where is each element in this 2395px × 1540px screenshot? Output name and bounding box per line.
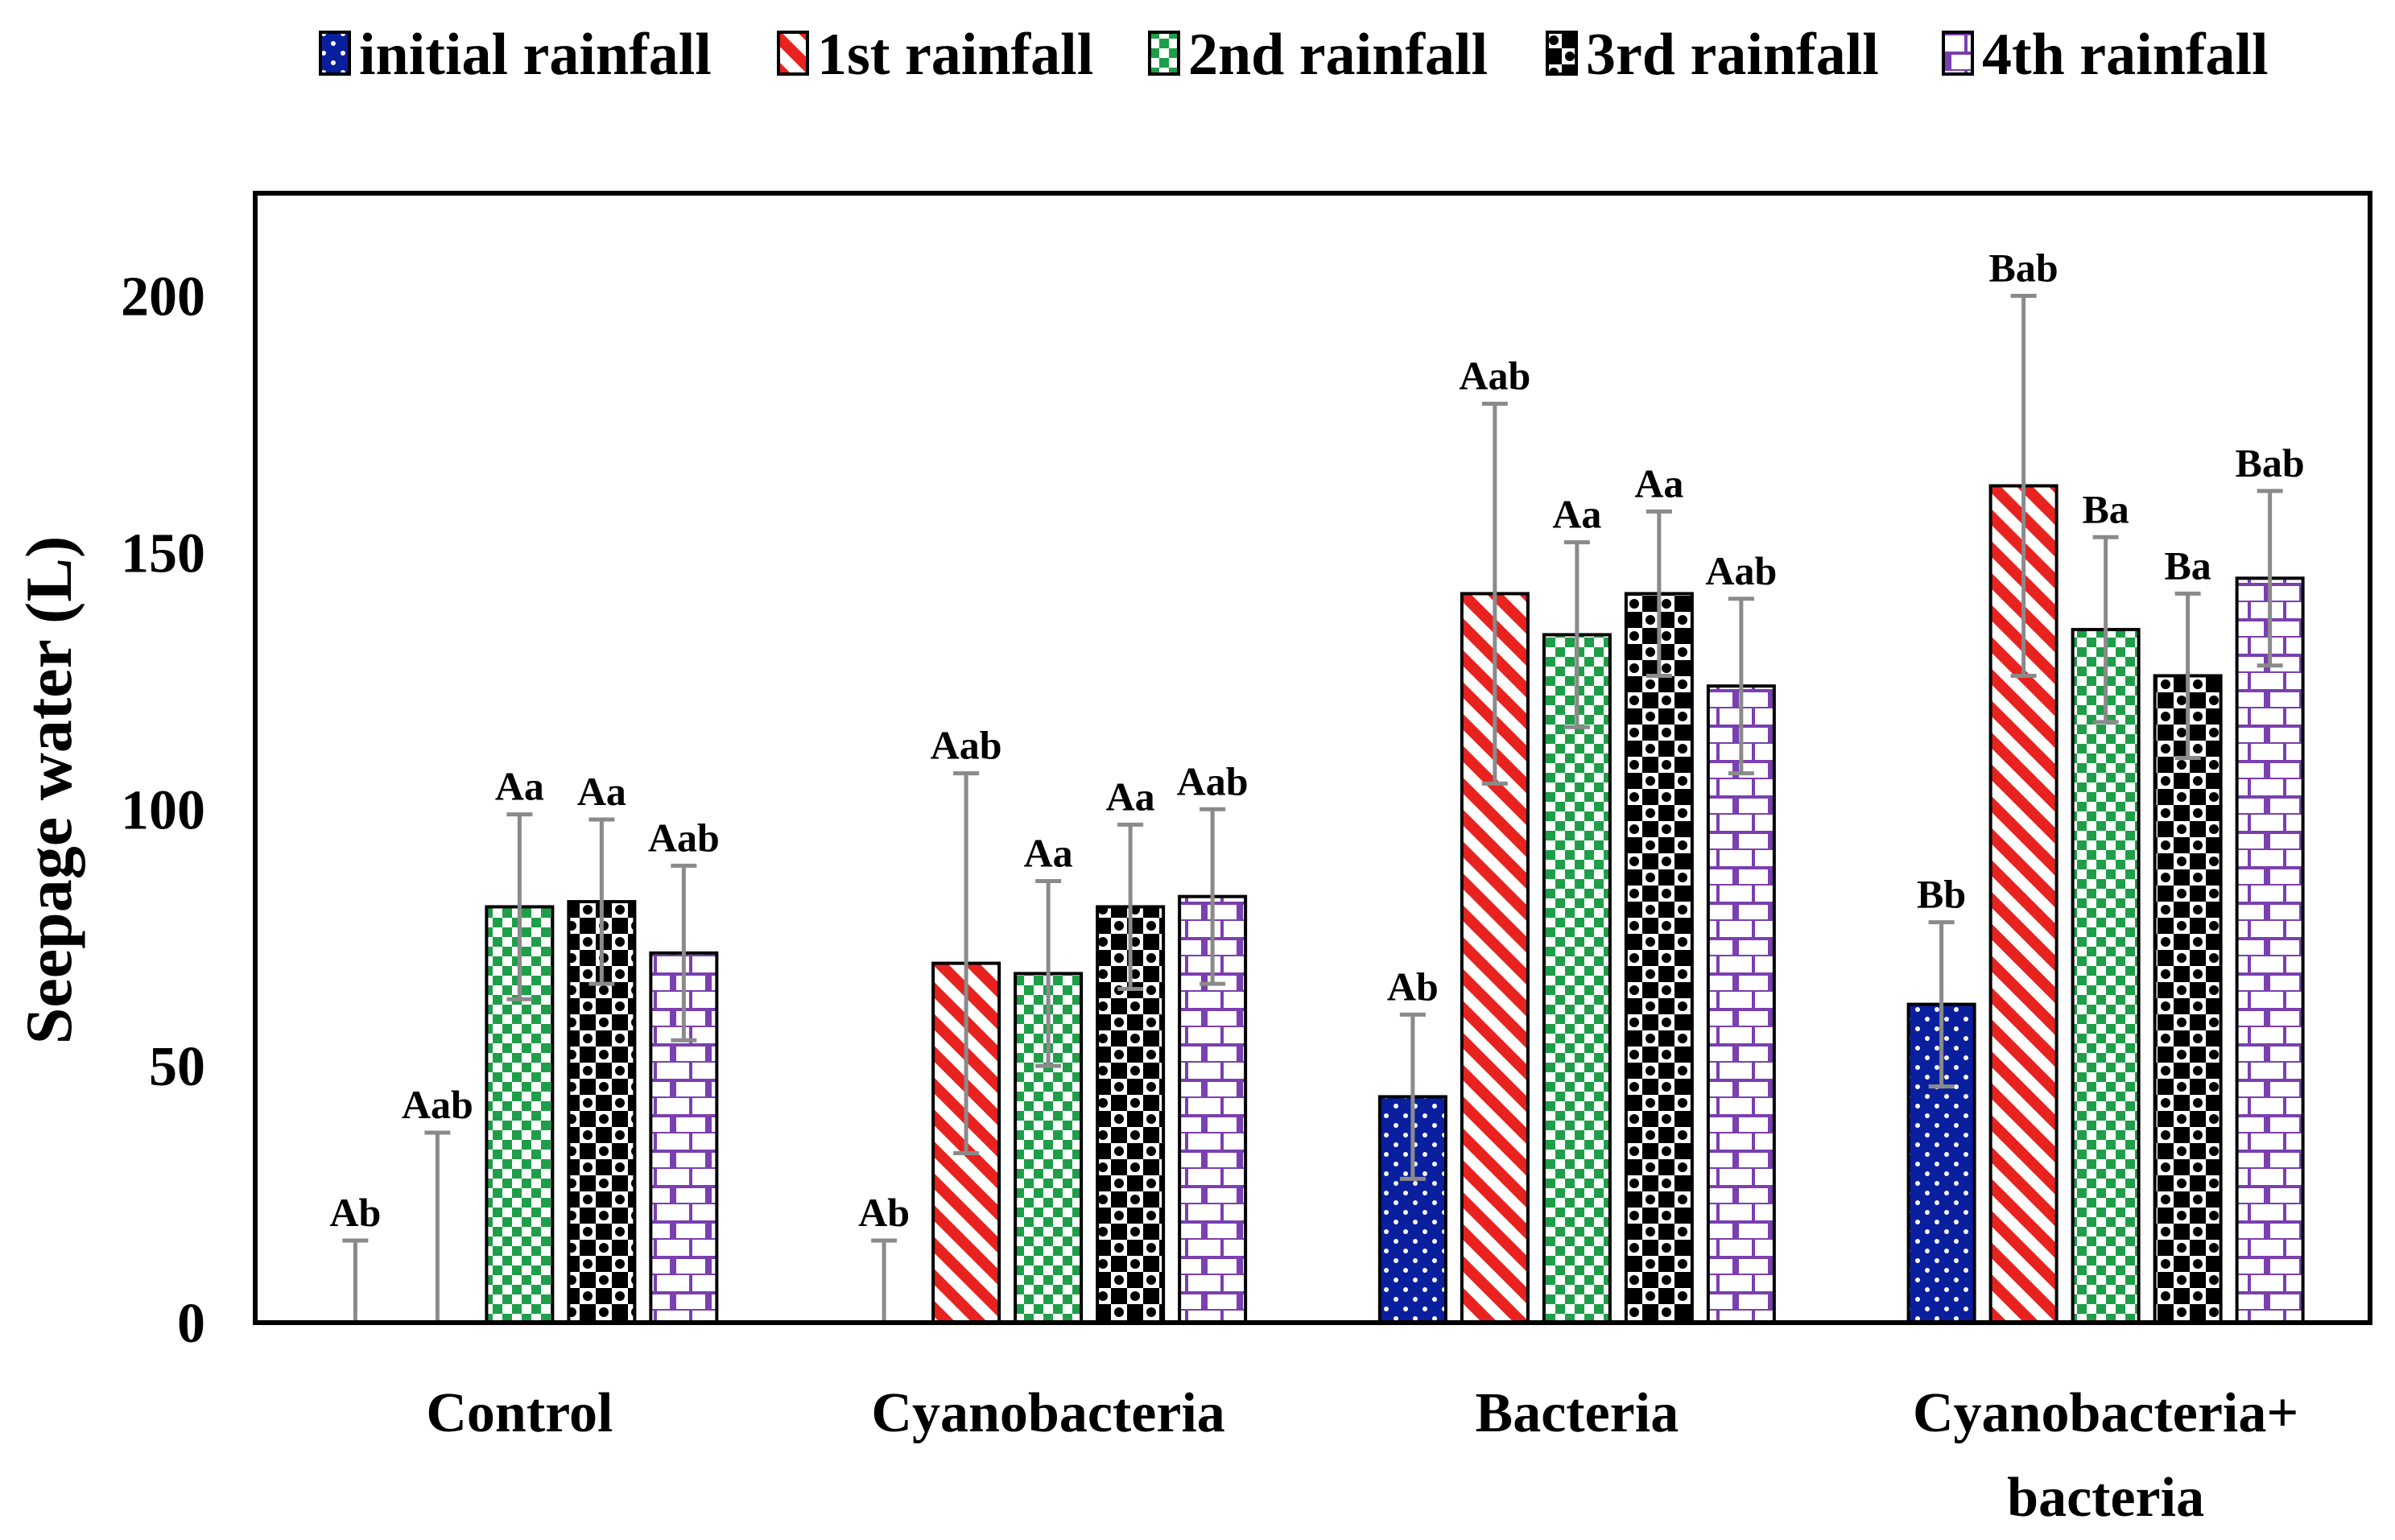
legend-swatch: [1942, 31, 1974, 76]
significance-label: Aab: [648, 815, 720, 860]
legend-label: initial rainfall: [359, 22, 712, 88]
significance-label: Aab: [1177, 758, 1249, 803]
y-tick-label: 0: [177, 1293, 205, 1355]
y-tick-label: 150: [121, 522, 205, 584]
bar: [1706, 684, 1776, 1324]
legend-swatch: [1546, 31, 1578, 76]
legend-label: 2nd rainfall: [1188, 22, 1488, 88]
significance-label: Aab: [402, 1082, 473, 1127]
legend-label: 1st rainfall: [817, 22, 1093, 88]
legend-swatch: [777, 31, 809, 76]
plot-area: Ab Aab Aa Aa Aab Ab Aab Aa Aa Aab Ab Aab Aa Aa Aab Bb Ba…: [329, 246, 2305, 1325]
axes: Seepage water (L) 0 50 100 150 200 Control Cyan…: [12, 191, 2372, 1529]
legend-label: 4th rainfall: [1982, 22, 2269, 88]
significance-label: Ab: [1387, 964, 1439, 1009]
significance-label: Bab: [1989, 246, 2058, 291]
bar: [1624, 592, 1694, 1324]
significance-label: Aa: [1106, 774, 1155, 819]
significance-label: Aa: [1552, 492, 1601, 537]
y-axis-label: Seepage water (L): [12, 536, 85, 1045]
x-category-label: Bacteria: [1476, 1382, 1679, 1444]
x-category-label: Cyanobacteria: [871, 1382, 1224, 1444]
bar: [1542, 633, 1612, 1324]
y-tick-label: 100: [121, 779, 205, 841]
plot-frame: [253, 191, 2372, 1325]
bar: [2153, 674, 2223, 1324]
y-tick-label: 50: [149, 1036, 205, 1098]
x-category-label: Cyanobacteria+: [1913, 1382, 2298, 1444]
significance-label: Ba: [2082, 486, 2129, 531]
legend-label: 3rd rainfall: [1586, 22, 1879, 88]
significance-label: Aab: [1459, 353, 1530, 398]
legend-swatch: [319, 31, 351, 76]
significance-label: Ba: [2164, 543, 2211, 588]
significance-label: Aa: [1634, 460, 1683, 506]
bar: [2071, 628, 2141, 1324]
significance-label: Aa: [495, 764, 544, 809]
x-category-label: bacteria: [2007, 1467, 2204, 1529]
significance-label: Bb: [1917, 872, 1966, 917]
legend: initial rainfall 1st rainfall 2nd rainfall…: [319, 22, 2269, 88]
significance-label: Aab: [931, 723, 1002, 768]
legend-swatch: [1148, 31, 1180, 76]
significance-label: Ab: [329, 1190, 381, 1235]
significance-label: Bab: [2236, 440, 2305, 485]
significance-label: Aa: [1024, 831, 1073, 876]
significance-label: Ab: [858, 1190, 910, 1235]
significance-label: Aa: [577, 769, 626, 814]
x-category-label: Control: [426, 1382, 613, 1444]
significance-label: Aab: [1705, 548, 1777, 593]
y-tick-label: 200: [121, 266, 205, 328]
bar: [2235, 576, 2305, 1324]
